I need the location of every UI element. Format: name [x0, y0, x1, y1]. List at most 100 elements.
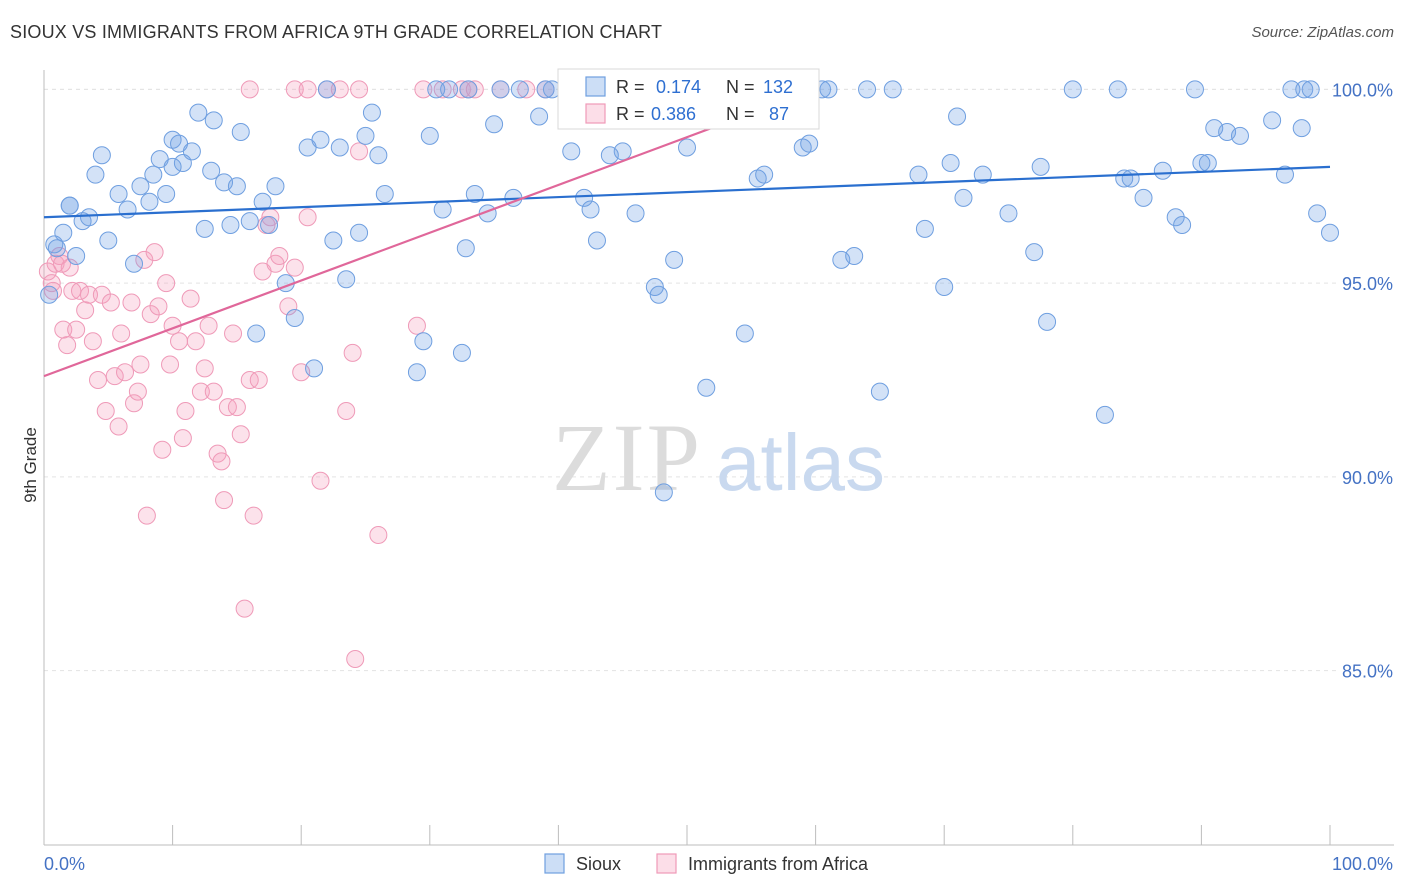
point-sioux: [1173, 216, 1192, 234]
legend-stats: R = 0.174 N = 132 R = 0.386 N = 87: [557, 68, 820, 130]
point-africa: [157, 274, 176, 293]
point-africa: [176, 402, 195, 420]
point-sioux: [575, 188, 594, 207]
point-sioux: [562, 142, 581, 161]
point-sioux: [189, 103, 208, 122]
point-sioux: [375, 185, 394, 203]
axes: [43, 70, 1394, 846]
point-africa: [350, 80, 369, 99]
point-africa: [204, 382, 223, 401]
legend-bottom-label-sioux: Sioux: [576, 854, 621, 874]
point-sioux: [1295, 80, 1314, 99]
point-sioux: [350, 223, 369, 242]
point-sioux: [600, 146, 619, 165]
y-tick-label: 85.0%: [1342, 662, 1393, 682]
point-africa: [89, 371, 108, 389]
point-africa: [58, 336, 77, 355]
point-africa: [80, 285, 99, 304]
point-sioux: [118, 200, 137, 219]
point-sioux: [182, 142, 201, 161]
point-sioux: [131, 177, 150, 196]
point-sioux: [1063, 80, 1082, 99]
y-tick-label: 90.0%: [1342, 468, 1393, 488]
legend-swatch-africa: [585, 103, 606, 124]
point-sioux: [99, 231, 118, 250]
point-sioux: [954, 188, 973, 207]
point-sioux: [324, 231, 343, 250]
point-africa: [240, 371, 259, 389]
x-tick-label: 100.0%: [1332, 854, 1393, 874]
point-sioux: [202, 161, 221, 180]
point-africa: [145, 243, 164, 262]
point-africa: [96, 402, 115, 420]
point-africa: [181, 289, 200, 308]
point-africa: [173, 429, 192, 448]
point-africa: [350, 142, 369, 161]
point-africa: [83, 332, 102, 351]
point-sioux: [195, 219, 214, 238]
point-africa: [137, 506, 156, 525]
point-sioux: [369, 146, 388, 165]
point-sioux: [1185, 80, 1204, 99]
point-sioux: [80, 208, 99, 227]
point-africa: [131, 355, 150, 374]
point-sioux: [1108, 80, 1127, 99]
point-africa: [170, 332, 189, 351]
point-sioux: [465, 185, 484, 203]
point-sioux: [240, 212, 259, 231]
point-sioux: [1121, 169, 1140, 188]
point-africa: [195, 359, 214, 378]
legend-r-label-africa: R =: [616, 104, 645, 124]
point-africa: [244, 506, 263, 525]
point-sioux: [452, 343, 471, 362]
point-africa: [270, 247, 289, 265]
point-sioux: [109, 185, 128, 203]
chart-title: SIOUX VS IMMIGRANTS FROM AFRICA 9TH GRAD…: [10, 22, 663, 42]
point-sioux: [407, 363, 426, 382]
point-sioux: [819, 80, 838, 99]
point-africa: [227, 398, 246, 417]
point-sioux: [227, 177, 246, 196]
point-sioux: [883, 80, 902, 99]
point-sioux: [735, 324, 754, 343]
point-sioux: [459, 80, 478, 99]
point-sioux: [253, 192, 272, 211]
point-africa: [149, 297, 168, 316]
point-africa: [215, 491, 234, 510]
point-sioux: [1038, 312, 1057, 331]
watermark-atlas: atlas: [716, 418, 885, 507]
point-africa: [517, 80, 536, 99]
point-sioux: [485, 115, 504, 134]
point-africa: [285, 80, 304, 99]
point-africa: [298, 80, 317, 99]
point-africa: [249, 371, 268, 389]
point-sioux: [92, 146, 111, 165]
point-africa: [161, 355, 180, 374]
point-sioux: [870, 382, 889, 401]
point-sioux: [247, 324, 266, 343]
point-africa: [343, 343, 362, 362]
y-axis-title: 9th Grade: [21, 427, 40, 503]
point-africa: [285, 258, 304, 277]
point-sioux: [510, 80, 529, 99]
point-africa: [346, 650, 365, 668]
point-africa: [433, 80, 452, 99]
point-sioux: [935, 278, 954, 296]
point-sioux: [427, 80, 446, 99]
y-tick-label: 100.0%: [1332, 80, 1393, 100]
point-sioux: [1134, 188, 1153, 207]
point-sioux: [999, 204, 1018, 223]
point-sioux: [1153, 161, 1172, 180]
point-sioux: [1282, 80, 1301, 99]
point-africa: [231, 425, 250, 444]
legend-r-value-sioux: 0.174: [656, 77, 701, 97]
point-sioux: [157, 185, 176, 203]
trendlines: [43, 88, 1331, 378]
point-africa: [42, 274, 61, 293]
watermark: ZIP atlas: [552, 404, 885, 511]
point-sioux: [285, 309, 304, 327]
point-africa: [116, 363, 135, 382]
point-sioux: [305, 359, 324, 378]
point-sioux: [125, 254, 144, 273]
